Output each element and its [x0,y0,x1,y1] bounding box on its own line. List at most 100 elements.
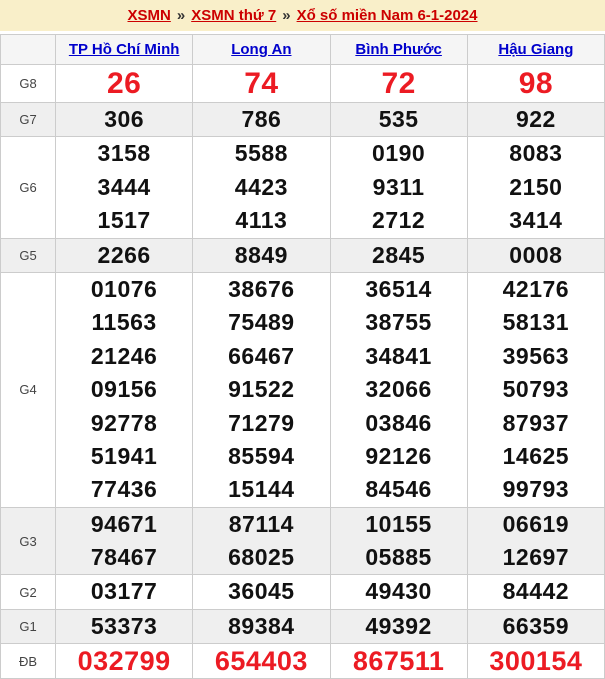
result-number: 12697 [502,544,570,571]
prize-row-G4: G4 01076 11563 21246 09156 92778 51941 77436 386… [0,271,605,508]
result-cell: 03177 [54,574,194,610]
result-number: 300154 [489,646,583,677]
result-cell: 26 [54,64,194,103]
province-link[interactable]: TP Hồ Chí Minh [68,41,180,58]
column-header-2: Bình Phước [329,34,468,65]
prize-row-ĐB: ĐB 032799 654403 867511 300154 [0,643,605,679]
result-number: 98 [518,67,554,100]
result-number: 72 [381,67,416,100]
result-number: 49430 [365,578,432,605]
prize-row-G8: G8 26 74 72 98 [0,64,605,103]
prize-label: G4 [0,271,56,508]
result-number: 89384 [228,612,295,639]
result-cell: 2266 [54,237,194,273]
result-number: 03846 [365,409,432,436]
result-number: 09156 [90,376,158,403]
result-number: 42176 [502,275,570,302]
result-number: 39563 [502,342,570,369]
breadcrumb-link-weekday[interactable]: XSMN thứ 7 [191,7,277,24]
province-link[interactable]: Long An [231,41,292,58]
breadcrumb-link-date[interactable]: Xổ số miền Nam 6-1-2024 [296,7,478,24]
result-cell: 01076 11563 21246 09156 92778 51941 77436 [54,271,194,508]
column-header-3: Hậu Giang [466,34,605,65]
result-cell: 87114 68025 [192,506,331,576]
prize-row-G2: G2 03177 36045 49430 84442 [0,574,605,610]
result-number: 66467 [228,342,295,369]
result-cell: 66359 [466,608,605,645]
result-number: 10155 [365,510,432,537]
result-number: 87114 [228,510,294,537]
result-cell: 53373 [54,608,194,645]
result-cell: 49392 [329,608,468,645]
result-number: 26 [106,67,142,100]
result-cell: 72 [329,64,468,103]
result-cell: 032799 [54,643,194,679]
result-cell: 867511 [329,643,468,679]
result-number: 9311 [372,173,425,200]
breadcrumb: XSMN » XSMN thứ 7 » Xổ số miền Nam 6-1-2… [0,0,605,31]
result-cell: 94671 78467 [54,506,194,576]
result-cell: 36514 38755 34841 32066 03846 92126 84546 [329,271,468,508]
prize-label: G1 [0,608,56,645]
prize-label: ĐB [0,643,56,679]
breadcrumb-separator: » [176,7,186,24]
result-cell: 306 [54,101,194,138]
result-cell: 84442 [466,574,605,610]
result-number: 5588 [234,140,288,167]
prize-label: G3 [0,506,56,576]
result-number: 75489 [228,309,295,336]
result-number: 0008 [509,241,563,268]
result-number: 06619 [502,510,570,537]
result-number: 14625 [502,442,570,469]
province-link[interactable]: Hậu Giang [498,41,574,58]
prize-row-G6: G6 3158 3444 1517 5588 4423 4113 0190 9311 2712 80… [0,136,605,239]
result-number: 77436 [90,476,158,503]
prize-label: G6 [0,136,56,239]
prize-row-G3: G3 94671 78467 87114 68025 10155 05885 06619 126… [0,506,605,576]
result-number: 78467 [90,544,158,571]
prize-label: G5 [0,237,56,273]
result-number: 2266 [97,241,151,268]
result-cell: 10155 05885 [329,506,468,576]
result-cell: 42176 58131 39563 50793 87937 14625 99793 [466,271,605,508]
result-number: 21246 [90,342,158,369]
prize-column-header [0,34,56,65]
results-body: G8 26 74 72 98 G7 306 786 535 922 G6 3158 3444 1517 55… [0,64,605,679]
result-number: 71279 [228,409,295,436]
result-number: 99793 [502,476,570,503]
result-number: 01076 [90,275,158,302]
result-number: 3444 [97,173,151,200]
result-number: 2712 [372,207,426,234]
result-number: 94671 [90,510,158,537]
result-cell: 8083 2150 3414 [466,136,605,239]
result-number: 68025 [228,544,295,571]
result-number: 2845 [372,241,426,268]
result-number: 786 [241,106,282,132]
result-number: 306 [104,106,145,132]
result-cell: 786 [192,101,331,138]
column-header-0: TP Hồ Chí Minh [54,34,194,65]
result-cell: 300154 [466,643,605,679]
result-number: 36514 [365,275,432,302]
result-cell: 5588 4423 4113 [192,136,331,239]
result-cell: 38676 75489 66467 91522 71279 85594 15144 [192,271,331,508]
result-number: 38676 [228,275,295,302]
result-number: 535 [378,106,419,132]
prize-label: G7 [0,101,56,138]
result-cell: 0008 [466,237,605,273]
prize-row-G5: G5 2266 8849 2845 0008 [0,237,605,273]
result-number: 1517 [97,207,151,234]
result-number: 4113 [235,207,288,234]
result-number: 84546 [365,476,432,503]
result-cell: 0190 9311 2712 [329,136,468,239]
result-cell: 2845 [329,237,468,273]
prize-label: G8 [0,64,56,103]
result-number: 8083 [509,140,563,167]
result-number: 922 [515,106,556,132]
province-link[interactable]: Bình Phước [355,41,442,58]
result-cell: 3158 3444 1517 [54,136,194,239]
result-number: 03177 [90,578,158,605]
result-number: 74 [244,67,279,100]
result-number: 32066 [365,376,432,403]
breadcrumb-link-xsmn[interactable]: XSMN [127,7,171,24]
